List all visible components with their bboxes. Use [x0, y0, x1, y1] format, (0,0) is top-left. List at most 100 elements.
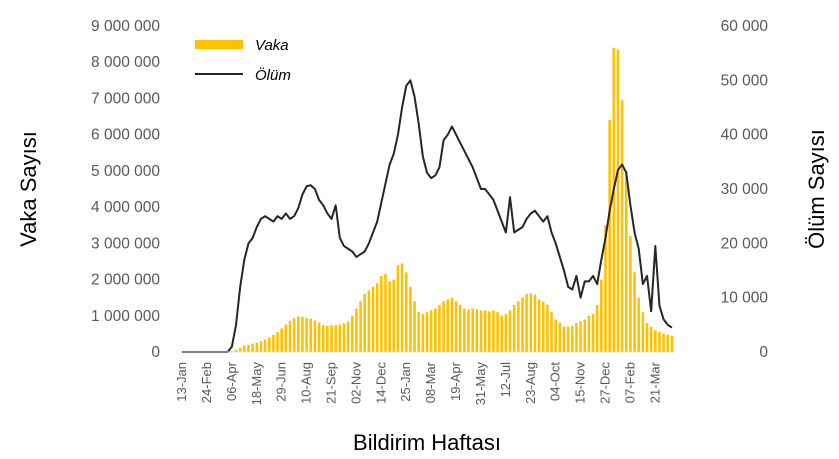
vaka-bar — [525, 294, 528, 352]
vaka-bar — [566, 326, 570, 352]
vaka-bar — [267, 337, 271, 352]
right-tick-label: 0 — [759, 344, 768, 361]
vaka-bar — [666, 334, 670, 352]
legend-vaka-label: Vaka — [255, 37, 289, 54]
vaka-bar — [438, 304, 441, 352]
legend-olum-label: Ölüm — [255, 66, 291, 84]
vaka-bar — [471, 308, 474, 352]
vaka-bar — [425, 312, 429, 352]
vaka-bar — [517, 301, 520, 352]
x-tick-label: 13-Jan — [174, 362, 189, 402]
vaka-bar — [434, 308, 437, 352]
vaka-bar — [234, 349, 238, 352]
vaka-bar — [504, 313, 508, 352]
vaka-bar — [529, 293, 533, 352]
x-tick-label: 06-Apr — [224, 361, 239, 401]
vaka-bar — [604, 225, 607, 352]
vaka-bar — [317, 322, 321, 352]
vaka-bar — [575, 323, 578, 352]
vaka-bar — [429, 310, 433, 352]
x-tick-label: 04-Oct — [548, 362, 563, 401]
left-tick-label: 4 000 000 — [91, 199, 160, 216]
x-tick-label: 10-Aug — [299, 362, 314, 404]
vaka-bar — [238, 347, 242, 352]
x-tick-label: 27-Dec — [598, 362, 613, 404]
vaka-bar — [313, 320, 317, 352]
vaka-bar — [600, 279, 603, 352]
vaka-bar — [537, 299, 541, 352]
left-tick-label: 2 000 000 — [91, 272, 160, 289]
vaka-bar — [483, 310, 487, 352]
vaka-bar — [255, 342, 259, 352]
right-tick-label: 20 000 — [721, 235, 769, 252]
vaka-bar — [620, 100, 624, 352]
vaka-bar — [512, 304, 516, 352]
vaka-bar — [554, 319, 557, 352]
x-tick-label: 14-Dec — [373, 362, 388, 404]
left-axis-title: Vaka Sayısı — [16, 131, 41, 247]
vaka-bar — [662, 333, 665, 352]
vaka-bar — [591, 313, 595, 352]
right-tick-label: 50 000 — [721, 72, 769, 89]
x-axis-title: Bildirim Haftası — [353, 430, 501, 455]
x-tick-label: 19-Apr — [448, 361, 463, 401]
vaka-bar — [571, 325, 574, 352]
vaka-bar — [367, 290, 371, 352]
vaka-bar — [583, 319, 587, 352]
vaka-bar — [284, 324, 288, 352]
vaka-bar — [247, 344, 250, 352]
vaka-bar — [326, 325, 329, 352]
x-axis-ticks: 13-Jan 24-Feb 06-Apr 18-May 29-Jun 10-Aug 21-S… — [174, 361, 662, 405]
x-tick-label: 25-Jan — [398, 362, 413, 402]
vaka-bar — [446, 299, 450, 352]
left-tick-label: 1 000 000 — [91, 308, 160, 325]
vaka-bar — [371, 286, 375, 352]
vaka-bar — [309, 318, 313, 352]
x-tick-label: 12-Jul — [498, 362, 513, 398]
x-tick-label: 07-Feb — [622, 362, 637, 403]
vaka-bar — [558, 323, 562, 352]
olum-line — [182, 79, 673, 353]
vaka-bar — [388, 281, 391, 352]
vaka-bar — [587, 315, 591, 352]
left-tick-label: 9 000 000 — [91, 18, 160, 35]
vaka-bar — [396, 265, 400, 352]
vaka-bar — [645, 323, 649, 352]
vaka-bar — [384, 274, 387, 352]
x-tick-label: 24-Feb — [199, 362, 214, 403]
vaka-bar — [363, 294, 367, 352]
vaka-bar — [243, 345, 246, 352]
vaka-bar — [342, 323, 346, 352]
vaka-bar — [670, 335, 674, 352]
vaka-bar — [521, 297, 524, 352]
vaka-bar — [276, 332, 279, 352]
vaka-bar — [400, 263, 404, 352]
right-tick-label: 60 000 — [721, 18, 769, 35]
vaka-bar — [288, 320, 292, 352]
vaka-bar — [508, 310, 512, 352]
vaka-bar — [413, 301, 416, 352]
vaka-bar — [641, 312, 645, 352]
olum-line-layer — [182, 79, 673, 353]
vaka-bar — [409, 286, 412, 352]
x-tick-label: 08-Mar — [423, 361, 438, 403]
left-tick-label: 8 000 000 — [91, 54, 160, 71]
vaka-bar — [475, 309, 479, 352]
vaka-bar — [346, 321, 350, 352]
vaka-bar — [330, 325, 333, 352]
legend-vaka-swatch — [195, 40, 243, 49]
vaka-bar — [492, 310, 495, 352]
vaka-bar — [579, 321, 582, 352]
vaka-bar — [421, 313, 425, 352]
left-axis-ticks: 0 1 000 000 2 000 000 3 000 000 4 000 000 5 0… — [91, 18, 160, 361]
vaka-bar — [550, 312, 553, 352]
vaka-bar — [404, 272, 408, 352]
left-tick-label: 0 — [151, 344, 160, 361]
vaka-bar — [392, 279, 396, 352]
right-tick-label: 30 000 — [721, 181, 769, 198]
x-tick-label: 21-Mar — [647, 361, 662, 403]
x-tick-label: 02-Nov — [348, 362, 363, 404]
x-tick-label: 15-Nov — [573, 362, 588, 404]
right-tick-label: 10 000 — [721, 290, 769, 307]
vaka-bar — [442, 301, 445, 352]
